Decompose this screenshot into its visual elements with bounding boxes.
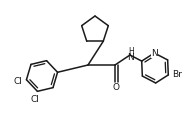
Text: H: H xyxy=(128,46,134,55)
Text: N: N xyxy=(151,48,158,57)
Text: O: O xyxy=(113,83,119,91)
Text: Cl: Cl xyxy=(31,96,39,105)
Text: Cl: Cl xyxy=(13,77,22,86)
Text: Br: Br xyxy=(172,70,182,79)
Text: N: N xyxy=(128,53,134,61)
